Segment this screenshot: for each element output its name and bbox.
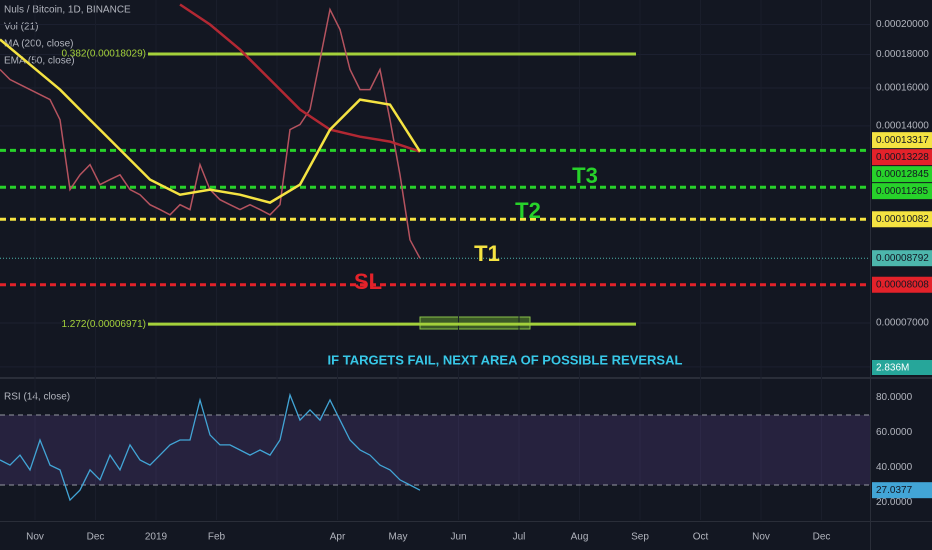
x-tick-label: Nov [752, 532, 770, 543]
x-tick-label: Jun [450, 532, 466, 543]
x-tick-label: 2019 [145, 532, 168, 543]
price-tag [872, 149, 932, 166]
x-tick-label: Apr [330, 532, 346, 543]
x-tick-label: Sep [631, 532, 649, 543]
price-tag-label: 0.00013228 [876, 152, 929, 163]
price-tag [872, 250, 932, 267]
annotation: T1 [474, 241, 500, 266]
price-tag [872, 166, 932, 183]
price-tag [872, 183, 932, 200]
price-tag-label: 0.00008792 [876, 253, 929, 264]
price-tag-label: 0.00008008 [876, 279, 929, 290]
series-line [0, 38, 422, 204]
rsi-title: RSI (14, close) [4, 392, 70, 403]
rsi-tick-label: 80.0000 [876, 392, 913, 403]
x-tick-label: Oct [693, 532, 709, 543]
x-tick-label: Nov [26, 532, 44, 543]
price-tag-label: 0.00010082 [876, 214, 929, 225]
price-tag-label: 0.00013317 [876, 135, 929, 146]
volume-tag-label: 2.836M [876, 363, 909, 374]
indicator-label: EMA (50, close) [4, 56, 75, 67]
volume-tag [872, 360, 932, 375]
annotation: T3 [572, 163, 598, 188]
y-tick-label: 0.00007000 [876, 318, 929, 329]
pane-separator [0, 377, 932, 379]
y-tick-label: 0.00016000 [876, 83, 929, 94]
price-tag [872, 132, 932, 149]
price-axis-border [870, 0, 871, 550]
y-tick-label: 0.00018000 [876, 49, 929, 60]
rsi-tick-label: 60.0000 [876, 427, 913, 438]
level-label: 1.272(0.00006971) [61, 319, 146, 330]
series-line [179, 3, 421, 153]
annotation: T2 [515, 198, 541, 223]
rsi-tick-label: 40.0000 [876, 462, 913, 473]
indicator-label: MA (200, close) [4, 39, 73, 50]
price-tag-label: 0.00011285 [876, 186, 929, 197]
price-tag [872, 276, 932, 293]
x-tick-label: Dec [87, 532, 105, 543]
annotation: IF TARGETS FAIL, NEXT AREA OF POSSIBLE R… [328, 352, 683, 367]
x-tick-label: Feb [208, 532, 226, 543]
x-tick-label: Aug [571, 532, 589, 543]
x-tick-label: May [389, 532, 408, 543]
time-axis-border [0, 521, 932, 522]
price-tag-label: 0.00012845 [876, 169, 929, 180]
y-tick-label: 0.00020000 [876, 19, 929, 30]
rsi-band-fill [0, 415, 870, 485]
chart-title: Nuls / Bitcoin, 1D, BINANCE [4, 5, 131, 16]
x-tick-label: Jul [513, 532, 526, 543]
rsi-tag [872, 482, 932, 499]
rsi-tag-label: 27.0377 [876, 485, 913, 496]
level-label: 0.382(0.00018029) [61, 49, 146, 60]
x-tick-label: Dec [813, 532, 831, 543]
price-tag [872, 211, 932, 228]
annotation: SL [354, 269, 382, 294]
y-tick-label: 0.00014000 [876, 121, 929, 132]
indicator-label: Vol (21) [4, 22, 38, 33]
rsi-tick-label: 20.0000 [876, 497, 913, 508]
series-line [0, 392, 421, 502]
